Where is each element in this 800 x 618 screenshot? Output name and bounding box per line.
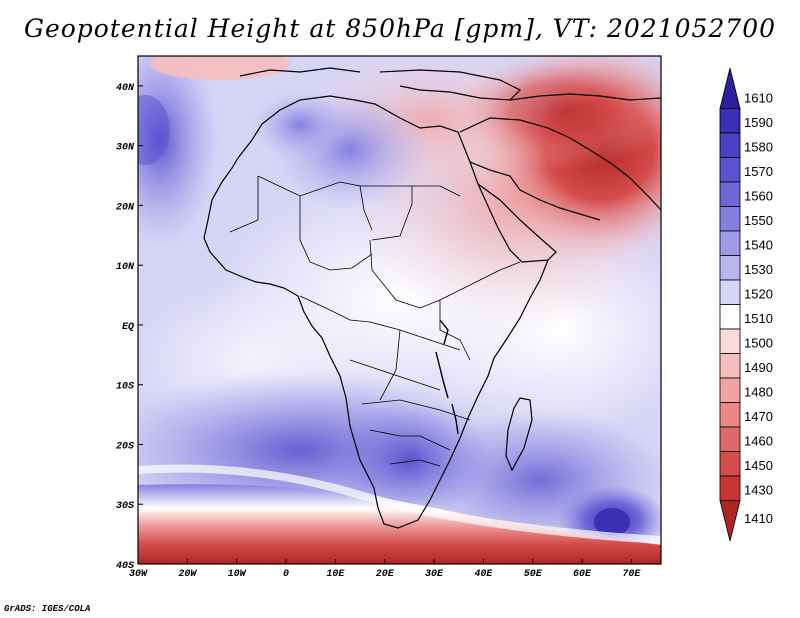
country-borders [229,175,521,467]
legend-label: 1590 [744,115,773,130]
legend-label: 1520 [744,287,773,302]
legend-label: 1430 [744,483,773,498]
lat-tick-label: 10N [116,262,135,273]
legend-label: 1560 [744,189,773,204]
lon-tick-label: 70E [622,569,641,580]
legend-swatch [719,304,741,330]
legend-label: 1510 [744,311,773,326]
legend-label: 1410 [744,511,773,526]
longitude-axis: 30W 20W 10W 0 10E 20E 30E 40E 50E 60E 70E [129,559,641,580]
credit-label: GrADS: IGES/COLA [4,604,91,614]
legend-swatch [719,500,741,542]
lon-tick-label: 20W [178,569,197,580]
legend-label: 1530 [744,262,773,277]
legend-label: 1500 [744,336,773,351]
legend-swatch [719,230,741,256]
legend-swatch [719,451,741,477]
legend-label: 1580 [744,140,773,155]
legend-label: 1450 [744,458,773,473]
lon-tick-label: 10E [326,569,345,580]
lat-tick-label: 30N [116,143,135,154]
latitude-axis: 40S 30S 20S 10S EQ 10N 20N 30N 40N [116,83,143,572]
legend-label: 1550 [744,213,773,228]
legend-swatch [719,255,741,281]
legend-swatch [719,108,741,134]
lat-tick-label: 10S [116,382,134,393]
legend-label: 1460 [744,434,773,449]
legend-label: 1540 [744,238,773,253]
lon-tick-label: 30W [129,569,148,580]
great-lakes [435,319,459,435]
lat-tick-label: 20S [116,441,134,452]
map-title: Geopotential Height at 850hPa [gpm], VT:… [23,14,777,43]
lat-tick-label: 40S [116,561,134,572]
lat-tick-label: 20N [116,202,135,213]
lon-tick-label: 20E [376,569,395,580]
legend-swatch [719,157,741,183]
legend-label: 1610 [744,91,773,106]
legend-swatch [719,475,741,501]
lon-tick-label: 60E [573,569,592,580]
legend-swatch [719,181,741,207]
lat-tick-label: 40N [116,83,135,94]
lon-tick-label: 40E [474,569,493,580]
legend-swatch [719,377,741,403]
legend-swatch [719,353,741,379]
lon-tick-label: 0 [283,569,289,580]
legend-swatch [719,67,741,109]
legend-swatch [719,279,741,305]
lon-tick-label: 50E [524,569,543,580]
lat-tick-label: EQ [122,322,134,333]
lon-tick-label: 30E [425,569,444,580]
legend-swatch [719,206,741,232]
legend-swatch [719,426,741,452]
legend-swatch [719,132,741,158]
lat-tick-label: 30S [116,501,134,512]
legend-label: 1480 [744,385,773,400]
map-frame [137,55,662,565]
legend-swatch [719,402,741,428]
lon-tick-label: 10W [228,569,247,580]
legend-label: 1490 [744,360,773,375]
legend-swatch [719,328,741,354]
legend-label: 1570 [744,164,773,179]
coastlines [203,67,662,529]
legend-label: 1470 [744,409,773,424]
